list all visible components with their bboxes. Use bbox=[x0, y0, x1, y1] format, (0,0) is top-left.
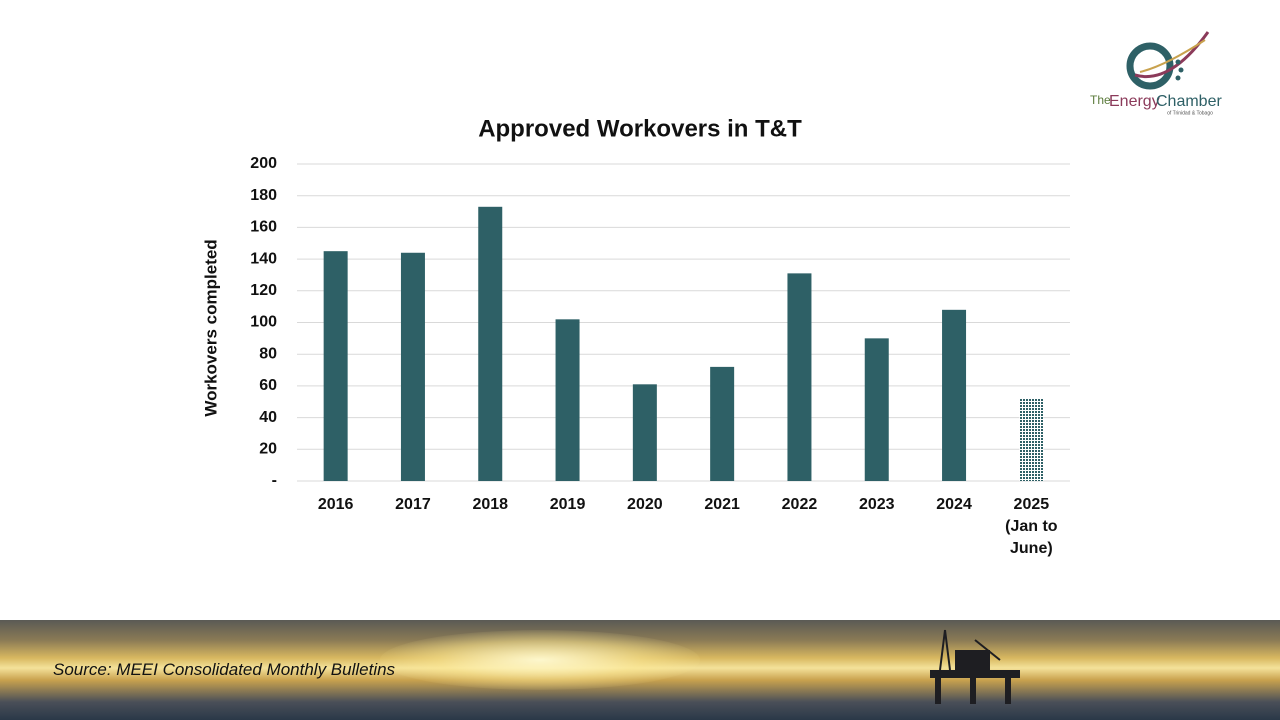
sun-glow bbox=[380, 630, 700, 690]
bar bbox=[1019, 398, 1044, 481]
x-tick-label: 2024 bbox=[936, 496, 972, 513]
bar bbox=[710, 366, 735, 481]
bar bbox=[323, 251, 348, 481]
bar bbox=[400, 252, 425, 481]
bar bbox=[555, 319, 580, 481]
y-tick-label: 140 bbox=[250, 250, 277, 267]
oil-rig bbox=[930, 629, 1020, 704]
y-tick-label: 200 bbox=[250, 155, 277, 172]
x-tick-label: 2020 bbox=[627, 496, 663, 513]
chart-title: Approved Workovers in T&T bbox=[478, 115, 802, 142]
y-tick-label: 120 bbox=[250, 282, 277, 299]
x-tick-label: 2019 bbox=[549, 496, 586, 513]
y-tick-label: 160 bbox=[250, 219, 277, 236]
y-tick-label: - bbox=[272, 472, 277, 489]
y-tick-label: 80 bbox=[259, 345, 277, 362]
y-tick-label: 20 bbox=[259, 441, 277, 458]
logo-energy: Energy bbox=[1109, 93, 1160, 110]
bar bbox=[632, 384, 657, 481]
y-axis-label: Workovers completed bbox=[201, 239, 220, 416]
bar bbox=[478, 206, 503, 482]
source-note: Source: MEEI Consolidated Monthly Bullet… bbox=[53, 660, 396, 679]
logo-the: The bbox=[1090, 93, 1111, 107]
logo-subtitle: of Trinidad & Tobago bbox=[1167, 110, 1213, 116]
logo: The Energy Chamber of Trinidad & Tobago bbox=[1090, 31, 1222, 116]
x-tick-label: 2022 bbox=[781, 496, 818, 513]
x-tick-label: 2017 bbox=[395, 496, 431, 513]
x-tick-label: 2021 bbox=[704, 496, 740, 513]
bar bbox=[787, 273, 812, 481]
bar bbox=[864, 338, 889, 481]
y-tick-label: 180 bbox=[250, 187, 277, 204]
y-tick-label: 100 bbox=[250, 314, 277, 331]
logo-chamber: Chamber bbox=[1156, 93, 1222, 110]
x-tick-label: 2018 bbox=[472, 496, 509, 513]
x-tick-label: 2025 (Jan to June) bbox=[1005, 496, 1058, 557]
x-tick-label: 2023 bbox=[858, 496, 895, 513]
y-tick-label: 40 bbox=[259, 409, 277, 426]
bar bbox=[942, 309, 967, 481]
x-tick-label: 2016 bbox=[317, 496, 354, 513]
y-tick-label: 60 bbox=[259, 377, 277, 394]
